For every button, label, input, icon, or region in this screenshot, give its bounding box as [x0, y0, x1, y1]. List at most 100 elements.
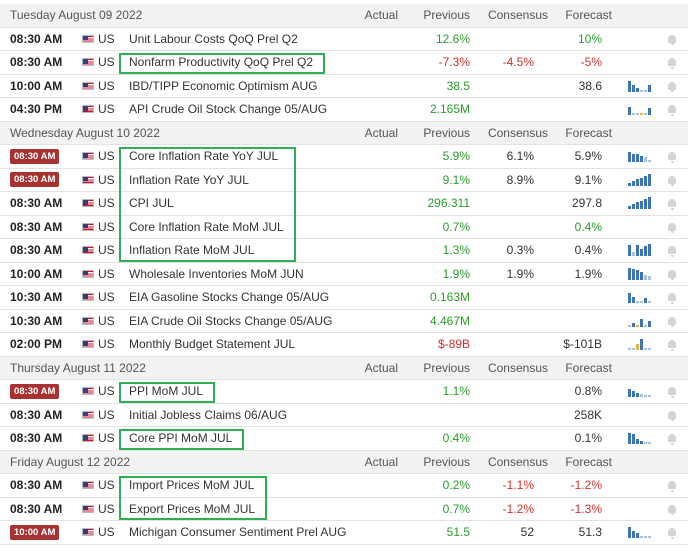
sparkline-chart-icon[interactable] [628, 75, 651, 98]
sparkline-chart-icon[interactable] [628, 333, 651, 356]
sparkline-chart-icon[interactable] [628, 310, 651, 333]
event-row[interactable]: 08:30 AM US Core Inflation Rate MoM JUL 0.7… [0, 215, 688, 239]
alert-bell-icon[interactable] [668, 75, 682, 98]
event-name-link[interactable]: Wholesale Inventories MoM JUN [129, 266, 304, 281]
column-header-consensus[interactable]: Consensus [487, 360, 548, 375]
sparkline-chart-icon[interactable] [628, 427, 651, 450]
event-row[interactable]: 10:00 AM US IBD/TIPP Economic Optimism AUG… [0, 74, 688, 98]
column-header-actual[interactable]: Actual [364, 8, 398, 23]
event-name-link[interactable]: Monthly Budget Statement JUL [129, 337, 296, 352]
column-header-forecast[interactable]: Forecast [565, 125, 612, 140]
event-name-link[interactable]: Import Prices MoM JUL [129, 478, 255, 493]
flag-shape [82, 222, 94, 231]
alert-bell-icon[interactable] [668, 404, 682, 427]
alert-bell-icon[interactable] [668, 474, 682, 497]
event-row[interactable]: 08:30 AM US Inflation Rate YoY JUL 9.1% 8.9%… [0, 168, 688, 192]
event-row[interactable]: 10:00 AM US Wholesale Inventories MoM JUN 1… [0, 262, 688, 286]
event-name-link[interactable]: Unit Labour Costs QoQ Prel Q2 [129, 31, 298, 46]
column-header-consensus[interactable]: Consensus [487, 8, 548, 23]
alert-bell-icon[interactable] [668, 192, 682, 215]
event-row[interactable]: 08:30 AM US Import Prices MoM JUL 0.2% -1.1%… [0, 474, 688, 498]
event-name-link[interactable]: Michigan Consumer Sentiment Prel AUG [129, 525, 347, 540]
sparkline-bar [628, 389, 631, 398]
alert-bell-icon[interactable] [668, 521, 682, 544]
column-header-consensus[interactable]: Consensus [487, 125, 548, 140]
event-row[interactable]: 10:00 AM US Michigan Consumer Sentiment Pr… [0, 521, 688, 545]
alert-bell-icon[interactable] [668, 333, 682, 356]
column-header-actual[interactable]: Actual [364, 125, 398, 140]
sparkline-chart-icon[interactable] [628, 286, 651, 309]
alert-bell-icon[interactable] [668, 239, 682, 262]
column-header-forecast[interactable]: Forecast [565, 360, 612, 375]
column-header-consensus[interactable]: Consensus [487, 454, 548, 469]
event-row[interactable]: 08:30 AM US Unit Labour Costs QoQ Prel Q2 1… [0, 27, 688, 51]
event-row[interactable]: 08:30 AM US Nonfarm Productivity QoQ Prel … [0, 51, 688, 75]
alert-bell-icon[interactable] [668, 51, 682, 74]
sparkline-chart-icon[interactable] [628, 98, 651, 121]
country-code: US [98, 431, 115, 446]
event-row[interactable]: 04:30 PM US API Crude Oil Stock Change 05/… [0, 98, 688, 122]
sparkline-chart-icon[interactable] [628, 239, 651, 262]
sparkline-chart-icon[interactable] [628, 380, 651, 403]
event-name-link[interactable]: Nonfarm Productivity QoQ Prel Q2 [129, 55, 314, 70]
event-row[interactable]: 08:30 AM US Export Prices MoM JUL 0.7% -1.2%… [0, 497, 688, 521]
event-row[interactable]: 08:30 AM US Inflation Rate MoM JUL 1.3% 0.3%… [0, 239, 688, 263]
alert-bell-icon[interactable] [668, 498, 682, 521]
country-code: US [98, 266, 115, 281]
column-header-previous[interactable]: Previous [423, 454, 470, 469]
event-row[interactable]: 08:30 AM US Core Inflation Rate YoY JUL 5.9… [0, 145, 688, 169]
consensus-value: 52 [520, 525, 534, 540]
alert-bell-icon[interactable] [668, 98, 682, 121]
alert-bell-icon[interactable] [668, 286, 682, 309]
event-name-link[interactable]: API Crude Oil Stock Change 05/AUG [129, 102, 328, 117]
sparkline-chart-icon[interactable] [628, 521, 651, 544]
event-name-link[interactable]: PPI MoM JUL [129, 384, 204, 399]
column-header-actual[interactable]: Actual [364, 360, 398, 375]
event-name-link[interactable]: Inflation Rate YoY JUL [129, 172, 249, 187]
forecast-value: 0.1% [574, 431, 602, 446]
actual-value [340, 474, 398, 497]
sparkline-chart-icon[interactable] [628, 192, 651, 215]
event-name-link[interactable]: Core Inflation Rate MoM JUL [129, 219, 284, 234]
consensus-value: 6.1% [506, 149, 534, 164]
sparkline-bar [648, 197, 651, 210]
event-row[interactable]: 08:30 AM US Initial Jobless Claims 06/AUG 2… [0, 403, 688, 427]
event-name-link[interactable]: IBD/TIPP Economic Optimism AUG [129, 78, 318, 93]
column-header-actual[interactable]: Actual [364, 454, 398, 469]
alert-bell-icon[interactable] [668, 427, 682, 450]
high-impact-time-badge: 08:30 AM [10, 383, 60, 399]
alert-bell-icon[interactable] [668, 169, 682, 192]
column-header-forecast[interactable]: Forecast [565, 8, 612, 23]
column-header-previous[interactable]: Previous [423, 125, 470, 140]
alert-bell-icon[interactable] [668, 263, 682, 286]
event-name-link[interactable]: Export Prices MoM JUL [129, 501, 256, 516]
sparkline-chart-icon[interactable] [628, 169, 651, 192]
event-row[interactable]: 08:30 AM US Core PPI MoM JUL 0.4% 0.1% [0, 427, 688, 451]
alert-bell-icon[interactable] [668, 145, 682, 168]
event-name-link[interactable]: EIA Gasoline Stocks Change 05/AUG [129, 290, 330, 305]
event-name-link[interactable]: Core Inflation Rate YoY JUL [129, 149, 279, 164]
event-row[interactable]: 08:30 AM US PPI MoM JUL 1.1% 0.8% [0, 380, 688, 404]
column-header-forecast[interactable]: Forecast [565, 454, 612, 469]
column-header-previous[interactable]: Previous [423, 8, 470, 23]
economic-calendar: Tuesday August 09 2022 Actual Previous Cons… [0, 4, 688, 545]
alert-bell-icon[interactable] [668, 28, 682, 51]
sparkline-bars [628, 315, 651, 327]
event-row[interactable]: 10:30 AM US EIA Gasoline Stocks Change 05/… [0, 286, 688, 310]
event-name-link[interactable]: EIA Crude Oil Stocks Change 05/AUG [129, 313, 333, 328]
event-name-link[interactable]: CPI JUL [129, 196, 174, 211]
sparkline-chart-icon[interactable] [628, 145, 651, 168]
event-row[interactable]: 08:30 AM US CPI JUL 296.311 297.8 [0, 192, 688, 216]
event-row[interactable]: 10:30 AM US EIA Crude Oil Stocks Change 05… [0, 309, 688, 333]
actual-value [340, 28, 398, 51]
event-name-link[interactable]: Initial Jobless Claims 06/AUG [129, 407, 288, 422]
event-name-link[interactable]: Inflation Rate MoM JUL [129, 243, 255, 258]
column-header-previous[interactable]: Previous [423, 360, 470, 375]
event-name-link[interactable]: Core PPI MoM JUL [129, 431, 233, 446]
sparkline-chart-icon[interactable] [628, 263, 651, 286]
event-row[interactable]: 02:00 PM US Monthly Budget Statement JUL $-… [0, 333, 688, 357]
alert-bell-icon[interactable] [668, 216, 682, 239]
time-text: 08:30 AM [10, 407, 63, 422]
alert-bell-icon[interactable] [668, 380, 682, 403]
alert-bell-icon[interactable] [668, 310, 682, 333]
